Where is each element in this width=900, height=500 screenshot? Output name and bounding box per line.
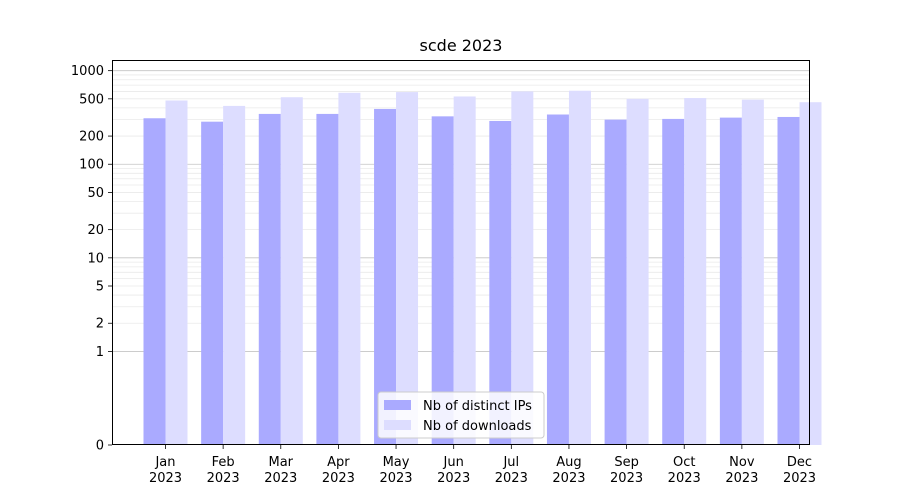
y-tick-label: 10 (87, 251, 104, 266)
bar-downloads (338, 92, 361, 446)
y-tick-label: 2 (96, 317, 104, 332)
x-tick-label-month: Oct (673, 455, 695, 470)
x-axis: Jan2023Feb2023Mar2023Apr2023May2023Jun20… (149, 445, 816, 486)
bar-distinct-ips (777, 116, 800, 446)
x-tick-label-year: 2023 (552, 471, 585, 486)
y-tick-label: 1000 (71, 64, 104, 79)
bars (143, 90, 822, 446)
plot-frame (112, 60, 810, 445)
x-tick-label-month: Dec (787, 455, 812, 470)
bar-downloads (223, 105, 246, 445)
bar-distinct-ips (374, 108, 397, 446)
y-tick-label: 100 (79, 158, 104, 173)
bar-downloads (626, 98, 649, 446)
x-tick-label-month: Jul (502, 455, 519, 470)
bar-distinct-ips (431, 116, 454, 445)
y-tick-label: 500 (79, 92, 104, 107)
x-tick-label-year: 2023 (149, 471, 182, 486)
y-tick-label: 0 (96, 439, 104, 454)
legend-box (377, 391, 545, 439)
y-axis: 0 1 2 5 10 20 50 100 200 500 1000 (71, 64, 112, 454)
legend-label: Nb of downloads (423, 419, 532, 434)
legend-label: Nb of distinct IPs (423, 399, 532, 414)
bar-distinct-ips (316, 113, 339, 446)
y-tick-label: 50 (87, 186, 104, 201)
bar-downloads (511, 91, 534, 445)
x-tick-label-year: 2023 (668, 471, 701, 486)
bar-distinct-ips (662, 118, 685, 445)
x-tick-label-year: 2023 (725, 471, 758, 486)
x-tick-label-month: Nov (729, 455, 755, 470)
x-tick-label-month: Jun (443, 455, 464, 470)
legend-swatch (384, 420, 411, 430)
legend-swatch (384, 400, 411, 410)
bar-distinct-ips (489, 120, 512, 445)
x-tick-label-month: Jan (154, 455, 175, 470)
legend: Nb of distinct IPs Nb of downloads (377, 391, 545, 439)
x-tick-label-year: 2023 (437, 471, 470, 486)
bar-downloads (165, 100, 188, 445)
bar-downloads (280, 97, 303, 445)
bar-distinct-ips (546, 114, 569, 445)
bar-distinct-ips (719, 117, 742, 445)
chart-title: scde 2023 (420, 36, 503, 55)
x-tick-label-year: 2023 (783, 471, 816, 486)
bar-downloads (684, 98, 707, 446)
bar-downloads (568, 90, 591, 446)
bar-downloads (799, 102, 822, 446)
x-tick-label-month: Aug (556, 455, 581, 470)
x-tick-label-month: May (383, 455, 410, 470)
x-tick-label-year: 2023 (322, 471, 355, 486)
bar-distinct-ips (143, 118, 166, 445)
bar-distinct-ips (258, 113, 281, 446)
x-tick-label-year: 2023 (379, 471, 412, 486)
x-tick-label-month: Apr (327, 455, 350, 470)
x-tick-label-year: 2023 (610, 471, 643, 486)
y-tick-label: 200 (79, 130, 104, 145)
bar-distinct-ips (604, 119, 627, 446)
x-tick-label-year: 2023 (264, 471, 297, 486)
bar-distinct-ips (201, 121, 224, 446)
x-tick-label-month: Feb (212, 455, 235, 470)
x-tick-label-year: 2023 (207, 471, 240, 486)
bar-downloads (741, 99, 764, 445)
y-tick-label: 1 (96, 345, 104, 360)
y-tick-label: 5 (96, 280, 104, 295)
bar-downloads (396, 92, 419, 446)
y-tick-label: 20 (87, 223, 104, 238)
x-tick-label-year: 2023 (495, 471, 528, 486)
x-tick-label-month: Mar (269, 455, 294, 470)
x-tick-label-month: Sep (614, 455, 639, 470)
bar-downloads (453, 96, 476, 446)
